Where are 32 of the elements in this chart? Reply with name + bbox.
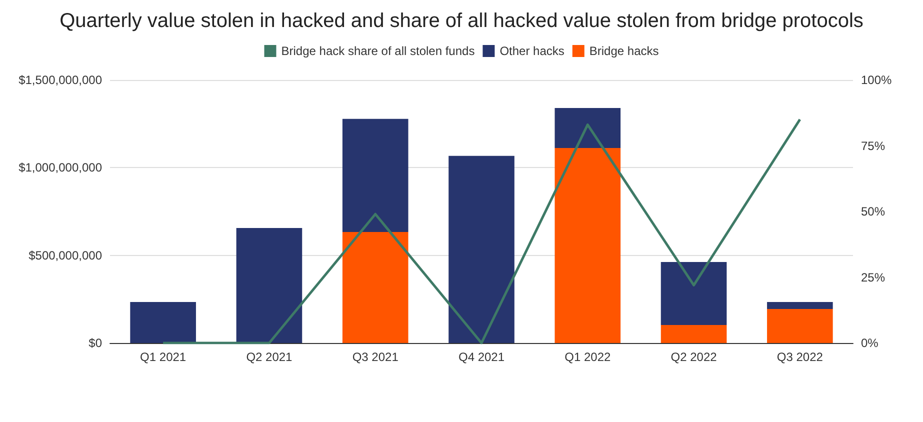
y-tick-label: $1,000,000,000 — [18, 160, 102, 175]
bar — [767, 302, 833, 309]
chart-title: Quarterly value stolen in hacked and share of all hacked value stolen from bridge protocols — [60, 10, 864, 32]
legend-label: Bridge hacks — [589, 44, 659, 58]
bar — [767, 308, 833, 343]
bar — [660, 262, 727, 325]
bar — [448, 156, 514, 343]
y2-tick-label: 100% — [861, 73, 892, 87]
y-tick-label: $0 — [88, 336, 102, 350]
y2-tick-label: 0% — [861, 336, 879, 350]
x-tick-label: Q4 2021 — [458, 350, 505, 364]
x-tick-label: Q1 2022 — [564, 350, 611, 364]
legend-label: Bridge hack share of all stolen funds — [281, 44, 475, 58]
x-tick-label: Q3 2022 — [776, 350, 824, 364]
x-tick-label: Q3 2021 — [352, 350, 399, 364]
bar — [236, 228, 302, 343]
y-tick-label: $500,000,000 — [28, 248, 102, 262]
line-series — [162, 118, 802, 344]
x-tick-label: Q2 2022 — [670, 350, 718, 364]
bar — [130, 302, 196, 343]
bar — [342, 232, 408, 343]
y-tick-label: $1,500,000,000 — [18, 73, 102, 87]
bar — [554, 148, 621, 343]
bar — [342, 118, 408, 232]
y2-tick-label: 25% — [861, 270, 886, 284]
bar — [660, 324, 727, 343]
y2-tick-label: 75% — [861, 138, 886, 153]
x-tick-label: Q1 2021 — [140, 350, 186, 364]
x-tick-label: Q2 2021 — [246, 350, 293, 364]
bar — [554, 108, 621, 148]
y2-tick-label: 50% — [861, 204, 886, 218]
legend-label: Other hacks — [500, 44, 564, 58]
